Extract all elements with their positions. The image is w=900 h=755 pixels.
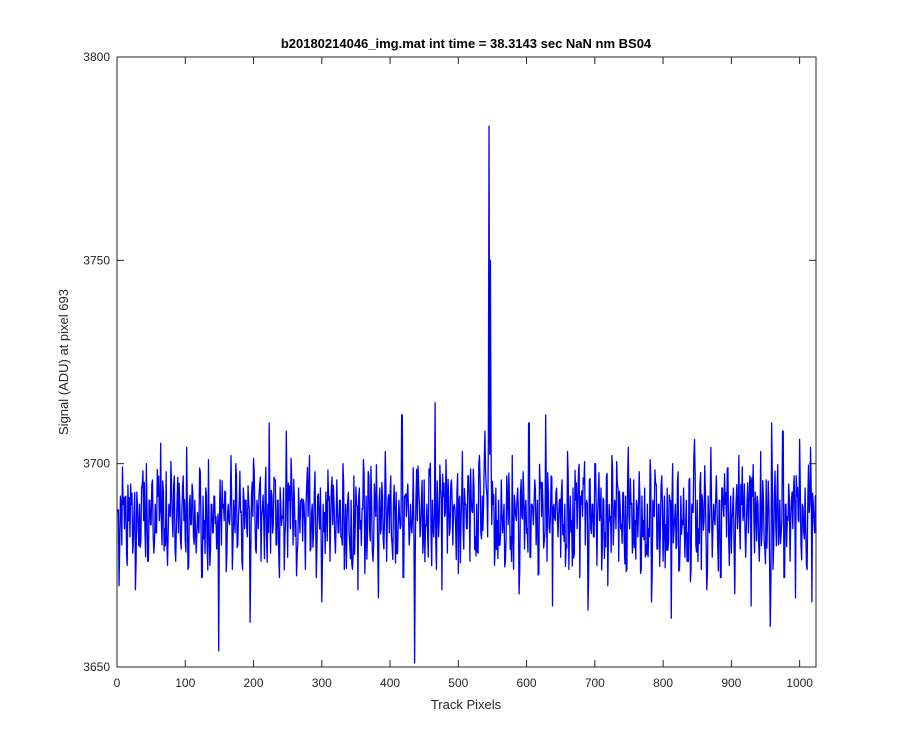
y-axis: 3650 3700 3750 3800 (83, 50, 816, 674)
x-tick-label: 300 (312, 676, 332, 690)
x-axis: 0 100 200 300 400 500 600 700 800 900 1000 (114, 57, 813, 690)
x-tick-label: 100 (175, 676, 195, 690)
x-axis-label: Track Pixels (431, 697, 502, 712)
x-tick-label: 200 (244, 676, 264, 690)
chart-title: b20180214046_img.mat int time = 38.3143 … (281, 36, 652, 51)
y-tick-label: 3650 (83, 660, 110, 674)
x-tick-label: 500 (448, 676, 468, 690)
x-tick-label: 600 (517, 676, 537, 690)
x-tick-label: 900 (721, 676, 741, 690)
x-tick-label: 400 (380, 676, 400, 690)
x-tick-label: 800 (653, 676, 673, 690)
x-tick-label: 0 (114, 676, 121, 690)
x-tick-label: 1000 (786, 676, 813, 690)
series-layer (117, 125, 817, 664)
series-line (117, 125, 817, 664)
x-tick-label: 700 (585, 676, 605, 690)
plot-background (117, 57, 816, 667)
y-tick-label: 3800 (83, 50, 110, 64)
y-axis-label: Signal (ADU) at pixel 693 (56, 289, 71, 435)
y-tick-label: 3750 (83, 253, 110, 267)
y-tick-label: 3700 (83, 457, 110, 471)
axes-box (116, 56, 817, 668)
